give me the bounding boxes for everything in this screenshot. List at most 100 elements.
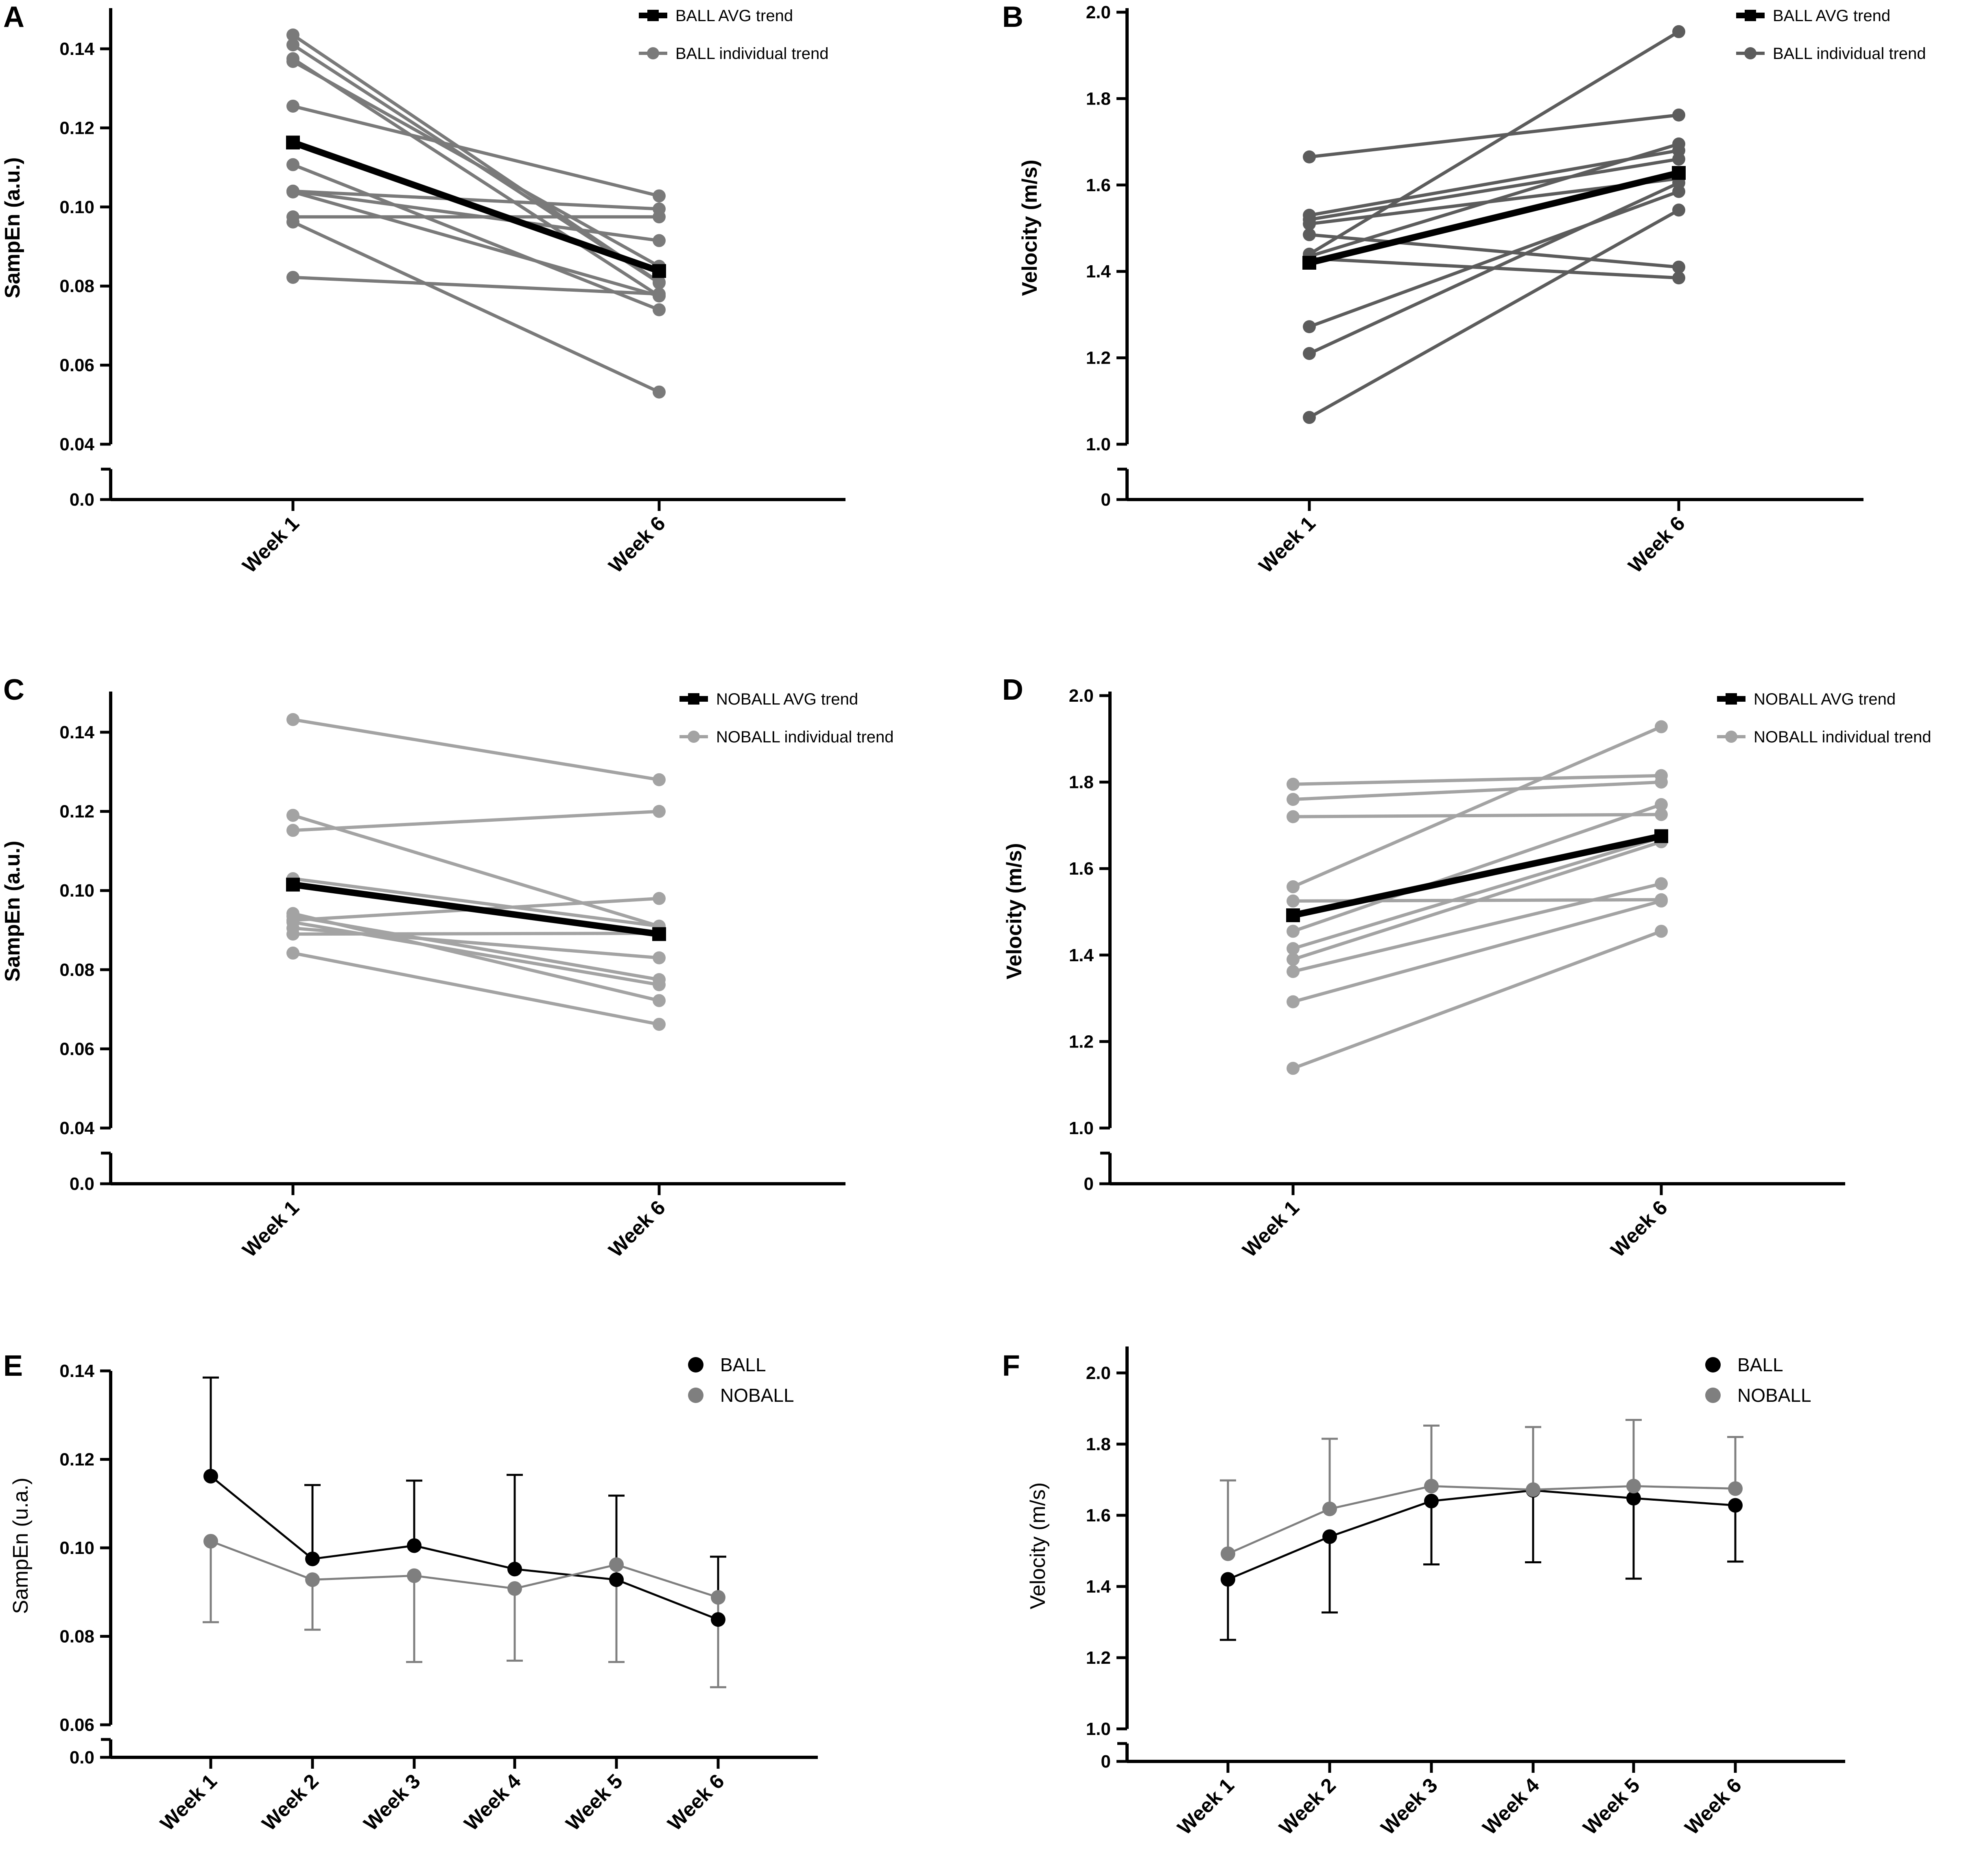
legend-avg-marker bbox=[647, 10, 659, 21]
legend-individual-label: BALL individual trend bbox=[675, 45, 829, 63]
legend-avg-marker bbox=[1745, 10, 1756, 21]
y-tick-label: 1.0 bbox=[1086, 434, 1111, 454]
individual-point bbox=[653, 303, 666, 316]
y-axis-title: SampEn (a.u.) bbox=[1, 841, 24, 982]
legend-avg-label: NOBALL AVG trend bbox=[716, 690, 858, 708]
individual-trend-line bbox=[293, 275, 660, 296]
series-point-noball bbox=[1626, 1479, 1641, 1494]
legend-individual-label: NOBALL individual trend bbox=[716, 728, 894, 746]
individual-point bbox=[1287, 810, 1300, 823]
individual-point bbox=[1672, 25, 1685, 38]
individual-trend-line bbox=[293, 877, 660, 928]
series-point-noball bbox=[1728, 1481, 1743, 1496]
individual-point bbox=[1287, 894, 1300, 908]
series-point-noball bbox=[407, 1568, 422, 1583]
individual-trend-line bbox=[292, 220, 660, 394]
y-baseline-label: 0.0 bbox=[70, 1174, 94, 1194]
series-point-noball bbox=[305, 1572, 320, 1587]
series-point-noball bbox=[1526, 1482, 1540, 1497]
individual-point bbox=[1287, 793, 1300, 806]
y-axis-title: SampEn (u.a.) bbox=[9, 1477, 33, 1614]
individual-point bbox=[286, 28, 299, 41]
individual-point bbox=[286, 184, 299, 198]
panel-b: B Velocity (m/s) 2.0 1.8 1.6 1.4 1.2 1.0 0 Week 1… bbox=[1002, 1, 1926, 577]
series-point-noball bbox=[203, 1534, 218, 1549]
y-tick-label: 1.2 bbox=[1086, 1648, 1111, 1668]
y-tick-label: 0.12 bbox=[59, 802, 94, 822]
legend-marker-ball bbox=[688, 1357, 703, 1373]
avg-trend-line bbox=[292, 139, 660, 274]
individual-point bbox=[286, 271, 299, 284]
individual-point bbox=[1655, 798, 1668, 811]
x-tick-label: Week 6 bbox=[1606, 1196, 1672, 1261]
x-tick-label: Week 1 bbox=[156, 1770, 221, 1835]
individual-trend-line bbox=[1309, 181, 1680, 355]
x-tick-label: Week 1 bbox=[1238, 1196, 1304, 1261]
series-point-ball bbox=[609, 1572, 624, 1587]
y-tick-label: 0.10 bbox=[59, 197, 94, 217]
individual-point bbox=[653, 892, 666, 905]
individual-point bbox=[653, 994, 666, 1007]
panel-e: E SampEn (u.a.) 0.14 0.12 0.10 0.08 0.06 0.0 Wee… bbox=[3, 1350, 818, 1835]
y-tick-label: 1.6 bbox=[1086, 175, 1111, 195]
individual-point bbox=[286, 55, 299, 68]
individual-trend-line bbox=[1293, 813, 1662, 818]
y-tick-label: 1.6 bbox=[1086, 1506, 1111, 1525]
individual-trend-line bbox=[1309, 190, 1680, 328]
legend-marker-noball bbox=[688, 1388, 703, 1403]
y-tick-label: 0.12 bbox=[59, 1450, 94, 1470]
legend-individual-marker bbox=[647, 47, 659, 59]
legend-avg-label: BALL AVG trend bbox=[1773, 7, 1890, 25]
x-tick-label: Week 4 bbox=[1478, 1774, 1544, 1839]
y-tick-label: 1.8 bbox=[1086, 89, 1111, 109]
series-line-ball bbox=[210, 1475, 719, 1621]
y-tick-label: 0.06 bbox=[59, 1715, 94, 1735]
individual-point bbox=[1287, 880, 1300, 893]
series-point-noball bbox=[507, 1581, 522, 1596]
individual-point bbox=[1287, 942, 1300, 955]
y-tick-label: 0.14 bbox=[59, 1361, 94, 1381]
avg-trend-line bbox=[292, 881, 660, 938]
individual-point bbox=[653, 951, 666, 965]
series-line-ball bbox=[1228, 1489, 1736, 1580]
individual-point bbox=[1287, 1062, 1300, 1075]
panel-d: D Velocity (m/s) 2.0 1.8 1.6 1.4 1.2 1.0 0 Week 1… bbox=[1002, 674, 1931, 1261]
individual-point bbox=[1655, 808, 1668, 821]
legend-avg-label: BALL AVG trend bbox=[675, 7, 793, 25]
legend-marker-ball bbox=[1705, 1357, 1721, 1373]
individual-point bbox=[1303, 228, 1316, 241]
series-point-noball bbox=[1221, 1546, 1235, 1561]
individual-point bbox=[1303, 411, 1316, 424]
x-tick-label: Week 6 bbox=[1624, 512, 1689, 577]
individual-point bbox=[1303, 150, 1316, 164]
individual-point bbox=[1655, 775, 1668, 789]
individual-point bbox=[1655, 877, 1668, 890]
legend-individual-marker bbox=[1744, 47, 1756, 59]
individual-trend-line bbox=[292, 33, 660, 284]
legend-avg-marker bbox=[1726, 693, 1737, 705]
x-tick-label: Week 6 bbox=[604, 1196, 670, 1261]
individual-trend-line bbox=[293, 718, 660, 781]
y-tick-label: 0.14 bbox=[59, 722, 94, 742]
individual-point bbox=[1655, 925, 1668, 938]
y-baseline-label: 0 bbox=[1084, 1174, 1094, 1194]
x-tick-label: Week 2 bbox=[1275, 1774, 1340, 1839]
individual-point bbox=[653, 189, 666, 203]
series-point-ball bbox=[203, 1469, 218, 1484]
avg-point bbox=[286, 877, 300, 892]
x-tick-label: Week 1 bbox=[1173, 1774, 1239, 1839]
individual-point bbox=[286, 215, 299, 229]
y-tick-label: 1.2 bbox=[1069, 1032, 1094, 1052]
individual-point bbox=[653, 234, 666, 247]
legend-label-noball: NOBALL bbox=[1737, 1385, 1811, 1406]
x-tick-label: Week 5 bbox=[1579, 1774, 1644, 1839]
individual-point bbox=[1287, 925, 1300, 938]
y-tick-label: 1.4 bbox=[1086, 262, 1111, 281]
individual-trend-line bbox=[1292, 836, 1662, 950]
individual-point bbox=[286, 713, 299, 726]
x-tick-label: Week 6 bbox=[1680, 1774, 1746, 1839]
panel-f: F Velocity (m/s) 2.0 1.8 1.6 1.4 1.2 1.0 0 Week 1… bbox=[1002, 1346, 1845, 1839]
individual-trend-line bbox=[1292, 899, 1662, 1004]
series-point-ball bbox=[305, 1552, 320, 1567]
